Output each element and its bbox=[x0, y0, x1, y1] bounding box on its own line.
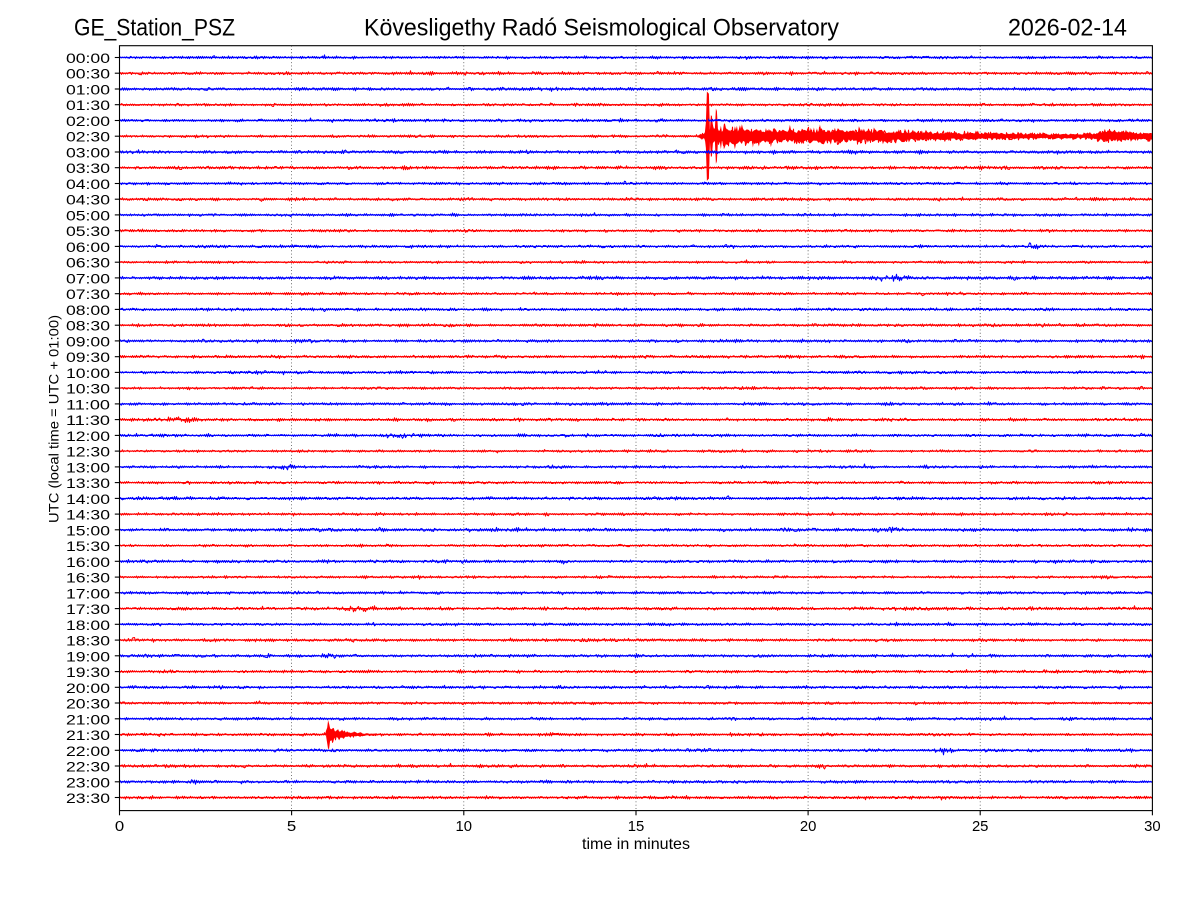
svg-text:UTC (local time = UTC + 01:00): UTC (local time = UTC + 01:00) bbox=[46, 315, 62, 523]
svg-text:18:00: 18:00 bbox=[66, 618, 110, 634]
svg-text:01:00: 01:00 bbox=[66, 83, 110, 99]
svg-text:15:00: 15:00 bbox=[66, 523, 110, 539]
svg-text:30: 30 bbox=[1144, 818, 1161, 835]
svg-text:12:30: 12:30 bbox=[66, 445, 110, 461]
svg-text:20:00: 20:00 bbox=[66, 681, 110, 697]
svg-text:12:00: 12:00 bbox=[66, 429, 110, 445]
svg-text:14:30: 14:30 bbox=[66, 508, 110, 524]
svg-text:20:30: 20:30 bbox=[66, 697, 110, 713]
svg-text:13:00: 13:00 bbox=[66, 460, 110, 476]
svg-text:5: 5 bbox=[287, 818, 296, 835]
svg-text:06:30: 06:30 bbox=[66, 256, 110, 272]
svg-text:08:00: 08:00 bbox=[66, 303, 110, 319]
svg-text:23:30: 23:30 bbox=[66, 791, 110, 807]
svg-text:00:00: 00:00 bbox=[66, 51, 110, 67]
svg-text:01:30: 01:30 bbox=[66, 98, 110, 114]
svg-text:09:00: 09:00 bbox=[66, 334, 110, 350]
svg-text:17:00: 17:00 bbox=[66, 586, 110, 602]
svg-text:11:30: 11:30 bbox=[66, 413, 110, 429]
svg-text:10:00: 10:00 bbox=[66, 366, 110, 382]
svg-text:14:00: 14:00 bbox=[66, 492, 110, 508]
svg-text:19:30: 19:30 bbox=[66, 665, 110, 681]
svg-text:08:30: 08:30 bbox=[66, 319, 110, 335]
svg-text:16:30: 16:30 bbox=[66, 571, 110, 587]
svg-text:05:30: 05:30 bbox=[66, 224, 110, 240]
svg-text:10:30: 10:30 bbox=[66, 382, 110, 398]
svg-text:15:30: 15:30 bbox=[66, 539, 110, 555]
svg-text:04:00: 04:00 bbox=[66, 177, 110, 193]
svg-text:25: 25 bbox=[972, 818, 989, 835]
svg-text:21:30: 21:30 bbox=[66, 728, 110, 744]
svg-text:04:30: 04:30 bbox=[66, 193, 110, 209]
svg-text:22:00: 22:00 bbox=[66, 744, 110, 760]
svg-text:19:00: 19:00 bbox=[66, 649, 110, 665]
svg-text:15: 15 bbox=[628, 818, 645, 835]
svg-text:10: 10 bbox=[456, 818, 473, 835]
svg-text:time in minutes: time in minutes bbox=[582, 836, 690, 853]
svg-text:21:00: 21:00 bbox=[66, 712, 110, 728]
svg-text:Kövesligethy Radó Seismologica: Kövesligethy Radó Seismological Observat… bbox=[364, 16, 839, 42]
svg-text:18:30: 18:30 bbox=[66, 634, 110, 650]
svg-text:23:00: 23:00 bbox=[66, 775, 110, 791]
svg-text:03:00: 03:00 bbox=[66, 146, 110, 162]
svg-text:06:00: 06:00 bbox=[66, 240, 110, 256]
svg-text:GE_Station_PSZ: GE_Station_PSZ bbox=[74, 16, 235, 42]
svg-text:22:30: 22:30 bbox=[66, 760, 110, 776]
svg-text:13:30: 13:30 bbox=[66, 476, 110, 492]
svg-text:20: 20 bbox=[800, 818, 817, 835]
svg-text:16:00: 16:00 bbox=[66, 555, 110, 571]
svg-text:07:30: 07:30 bbox=[66, 287, 110, 303]
svg-text:07:00: 07:00 bbox=[66, 271, 110, 287]
svg-text:09:30: 09:30 bbox=[66, 350, 110, 366]
svg-text:02:30: 02:30 bbox=[66, 130, 110, 146]
svg-text:0: 0 bbox=[115, 818, 124, 835]
svg-text:02:00: 02:00 bbox=[66, 114, 110, 130]
svg-text:03:30: 03:30 bbox=[66, 161, 110, 177]
svg-text:11:00: 11:00 bbox=[66, 397, 110, 413]
svg-text:2026-02-14: 2026-02-14 bbox=[1008, 16, 1127, 42]
svg-text:17:30: 17:30 bbox=[66, 602, 110, 618]
svg-text:05:00: 05:00 bbox=[66, 208, 110, 224]
svg-text:00:30: 00:30 bbox=[66, 67, 110, 83]
